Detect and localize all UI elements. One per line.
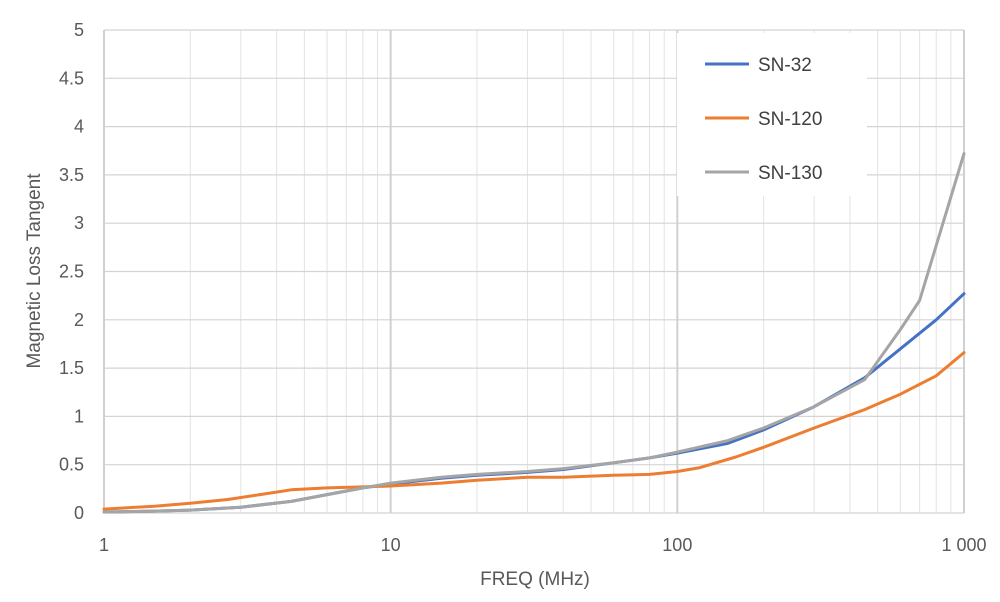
- legend: SN-32 SN-120 SN-130: [677, 33, 867, 196]
- x-tick-label: 100: [662, 535, 692, 555]
- legend-label: SN-120: [758, 109, 822, 130]
- x-tick-label: 1: [99, 535, 109, 555]
- y-tick-label: 4.5: [59, 68, 84, 88]
- x-tick-labels: 1 10 100 1 000: [99, 535, 987, 555]
- y-tick-label: 5: [74, 20, 84, 40]
- x-tick-label: 1 000: [941, 535, 986, 555]
- series-lines: [102, 152, 966, 514]
- y-tick-label: 3.5: [59, 165, 84, 185]
- y-tick-label: 0.5: [59, 455, 84, 475]
- series-line-sn-120: [102, 351, 966, 511]
- y-tick-label: 4: [74, 117, 84, 137]
- y-tick-label: 0: [74, 503, 84, 523]
- y-tick-label: 3: [74, 213, 84, 233]
- legend-label: SN-130: [758, 163, 822, 184]
- x-axis-title: FREQ (MHz): [480, 569, 590, 590]
- series-line-sn-130: [102, 152, 966, 514]
- legend-label: SN-32: [758, 55, 812, 76]
- y-tick-label: 2: [74, 310, 84, 330]
- major-gridlines: [103, 29, 965, 514]
- y-tick-labels: 0 0.5 1 1.5 2 2.5 3 3.5 4 4.5 5: [59, 20, 84, 523]
- y-tick-label: 1: [74, 406, 84, 426]
- legend-box: [677, 33, 867, 196]
- x-tick-label: 10: [381, 535, 401, 555]
- y-tick-label: 2.5: [59, 262, 84, 282]
- y-axis-title: Magnetic Loss Tangent: [24, 173, 45, 369]
- y-tick-label: 1.5: [59, 358, 84, 378]
